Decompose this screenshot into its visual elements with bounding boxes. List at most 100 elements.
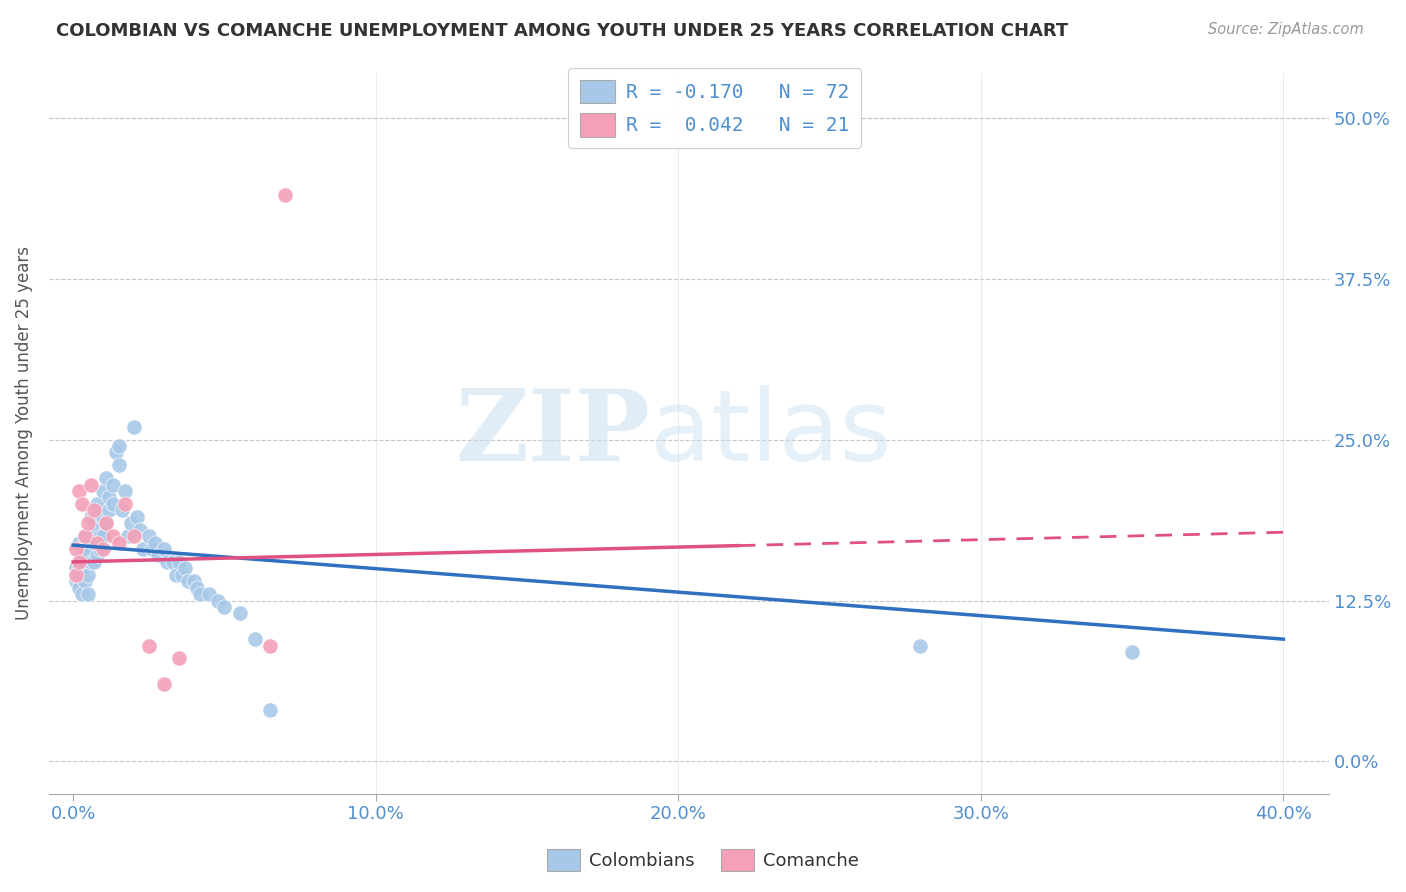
- Point: [75, 541, 97, 556]
- Text: ZIP: ZIP: [456, 384, 651, 482]
- Point: [120, 516, 142, 531]
- Point: [80, 529, 103, 543]
- Point: [910, 639, 932, 653]
- Point: [93, 484, 115, 499]
- Point: [77, 549, 100, 563]
- Point: [67, 561, 90, 575]
- Point: [228, 607, 250, 621]
- Point: [138, 639, 160, 653]
- Point: [96, 516, 118, 531]
- Legend: R = -0.170   N = 72, R =  0.042   N = 21: R = -0.170 N = 72, R = 0.042 N = 21: [568, 68, 860, 148]
- Point: [101, 497, 124, 511]
- Point: [138, 529, 160, 543]
- Point: [75, 574, 97, 589]
- Point: [107, 535, 129, 549]
- Point: [80, 555, 103, 569]
- Point: [75, 555, 97, 569]
- Point: [83, 503, 105, 517]
- Point: [167, 555, 190, 569]
- Point: [89, 529, 111, 543]
- Point: [65, 561, 87, 575]
- Point: [65, 541, 87, 556]
- Point: [98, 503, 121, 517]
- Point: [141, 541, 163, 556]
- Point: [114, 484, 136, 499]
- Point: [183, 574, 205, 589]
- Point: [259, 703, 281, 717]
- Point: [93, 509, 115, 524]
- Point: [75, 529, 97, 543]
- Point: [98, 491, 121, 505]
- Point: [67, 484, 90, 499]
- Point: [83, 535, 105, 549]
- Point: [93, 541, 115, 556]
- Point: [207, 593, 229, 607]
- Point: [77, 516, 100, 531]
- Point: [243, 632, 266, 647]
- Point: [186, 581, 208, 595]
- Point: [125, 509, 148, 524]
- Point: [77, 567, 100, 582]
- Point: [259, 639, 281, 653]
- Point: [143, 535, 166, 549]
- Point: [153, 541, 176, 556]
- Legend: Colombians, Comanche: Colombians, Comanche: [540, 842, 866, 879]
- Point: [72, 549, 94, 563]
- Text: Source: ZipAtlas.com: Source: ZipAtlas.com: [1208, 22, 1364, 37]
- Point: [214, 599, 236, 614]
- Point: [101, 529, 124, 543]
- Point: [198, 587, 221, 601]
- Point: [67, 581, 90, 595]
- Point: [72, 555, 94, 569]
- Point: [107, 439, 129, 453]
- Point: [83, 555, 105, 569]
- Point: [172, 567, 194, 582]
- Point: [1121, 645, 1143, 659]
- Point: [80, 509, 103, 524]
- Point: [162, 555, 184, 569]
- Point: [132, 541, 155, 556]
- Point: [72, 567, 94, 582]
- Y-axis label: Unemployment Among Youth under 25 years: Unemployment Among Youth under 25 years: [15, 246, 32, 620]
- Point: [110, 503, 132, 517]
- Point: [86, 549, 108, 563]
- Point: [67, 567, 90, 582]
- Point: [89, 541, 111, 556]
- Point: [67, 535, 90, 549]
- Point: [72, 587, 94, 601]
- Point: [93, 529, 115, 543]
- Point: [77, 587, 100, 601]
- Point: [156, 555, 179, 569]
- Point: [86, 497, 108, 511]
- Point: [274, 187, 297, 202]
- Point: [67, 555, 90, 569]
- Point: [96, 516, 118, 531]
- Point: [107, 458, 129, 473]
- Point: [177, 574, 200, 589]
- Point: [96, 471, 118, 485]
- Point: [174, 561, 197, 575]
- Point: [188, 587, 211, 601]
- Text: COLOMBIAN VS COMANCHE UNEMPLOYMENT AMONG YOUTH UNDER 25 YEARS CORRELATION CHART: COLOMBIAN VS COMANCHE UNEMPLOYMENT AMONG…: [56, 22, 1069, 40]
- Text: atlas: atlas: [651, 384, 891, 482]
- Point: [122, 529, 145, 543]
- Point: [104, 445, 127, 459]
- Point: [65, 574, 87, 589]
- Point: [75, 529, 97, 543]
- Point: [117, 529, 139, 543]
- Point: [72, 497, 94, 511]
- Point: [167, 651, 190, 665]
- Point: [80, 477, 103, 491]
- Point: [146, 549, 169, 563]
- Point: [65, 567, 87, 582]
- Point: [153, 677, 176, 691]
- Point: [65, 567, 87, 582]
- Point: [114, 497, 136, 511]
- Point: [83, 516, 105, 531]
- Point: [122, 419, 145, 434]
- Point: [86, 535, 108, 549]
- Point: [101, 477, 124, 491]
- Point: [165, 567, 187, 582]
- Point: [128, 523, 150, 537]
- Point: [86, 523, 108, 537]
